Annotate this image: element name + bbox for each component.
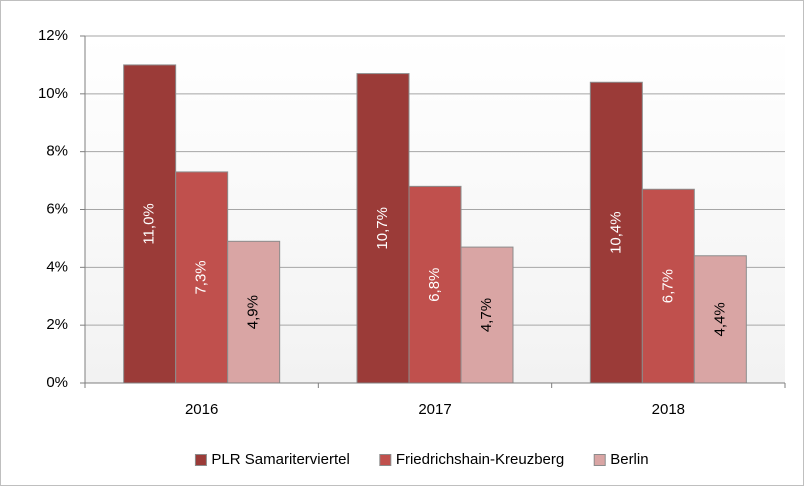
bar	[356, 73, 410, 384]
legend-swatch	[379, 454, 392, 466]
bar	[589, 81, 643, 384]
value-label: 4,7%	[478, 298, 495, 332]
legend-swatch	[194, 454, 207, 466]
bar	[408, 185, 462, 384]
legend: PLR Samariterviertel Friedrichshain-Kreuz…	[194, 451, 649, 468]
x-tick-label: 2017	[418, 401, 451, 418]
bar	[175, 171, 229, 384]
y-tick-label: 10%	[38, 85, 68, 102]
value-label: 7,3%	[193, 260, 210, 294]
value-label: 10,4%	[607, 211, 624, 254]
value-label: 4,4%	[711, 302, 728, 336]
legend-label: PLR Samariterviertel	[211, 451, 349, 468]
legend-label: Berlin	[610, 451, 648, 468]
bar	[227, 240, 281, 384]
y-tick-label: 4%	[46, 258, 68, 275]
y-tick-label: 12%	[38, 27, 68, 44]
bar	[460, 246, 514, 384]
x-tick-label: 2018	[652, 401, 685, 418]
value-label: 10,7%	[374, 207, 391, 250]
y-tick-label: 0%	[46, 374, 68, 391]
bar	[693, 255, 747, 384]
y-tick-label: 6%	[46, 200, 68, 217]
x-tick-label: 2016	[185, 401, 218, 418]
value-label: 6,8%	[426, 268, 443, 302]
y-tick-label: 8%	[46, 143, 68, 160]
value-label: 4,9%	[245, 295, 262, 329]
value-label: 6,7%	[659, 269, 676, 303]
legend-label: Friedrichshain-Kreuzberg	[396, 451, 564, 468]
y-tick-label: 2%	[46, 316, 68, 333]
legend-swatch	[593, 454, 606, 466]
value-label: 11,0%	[141, 203, 158, 244]
